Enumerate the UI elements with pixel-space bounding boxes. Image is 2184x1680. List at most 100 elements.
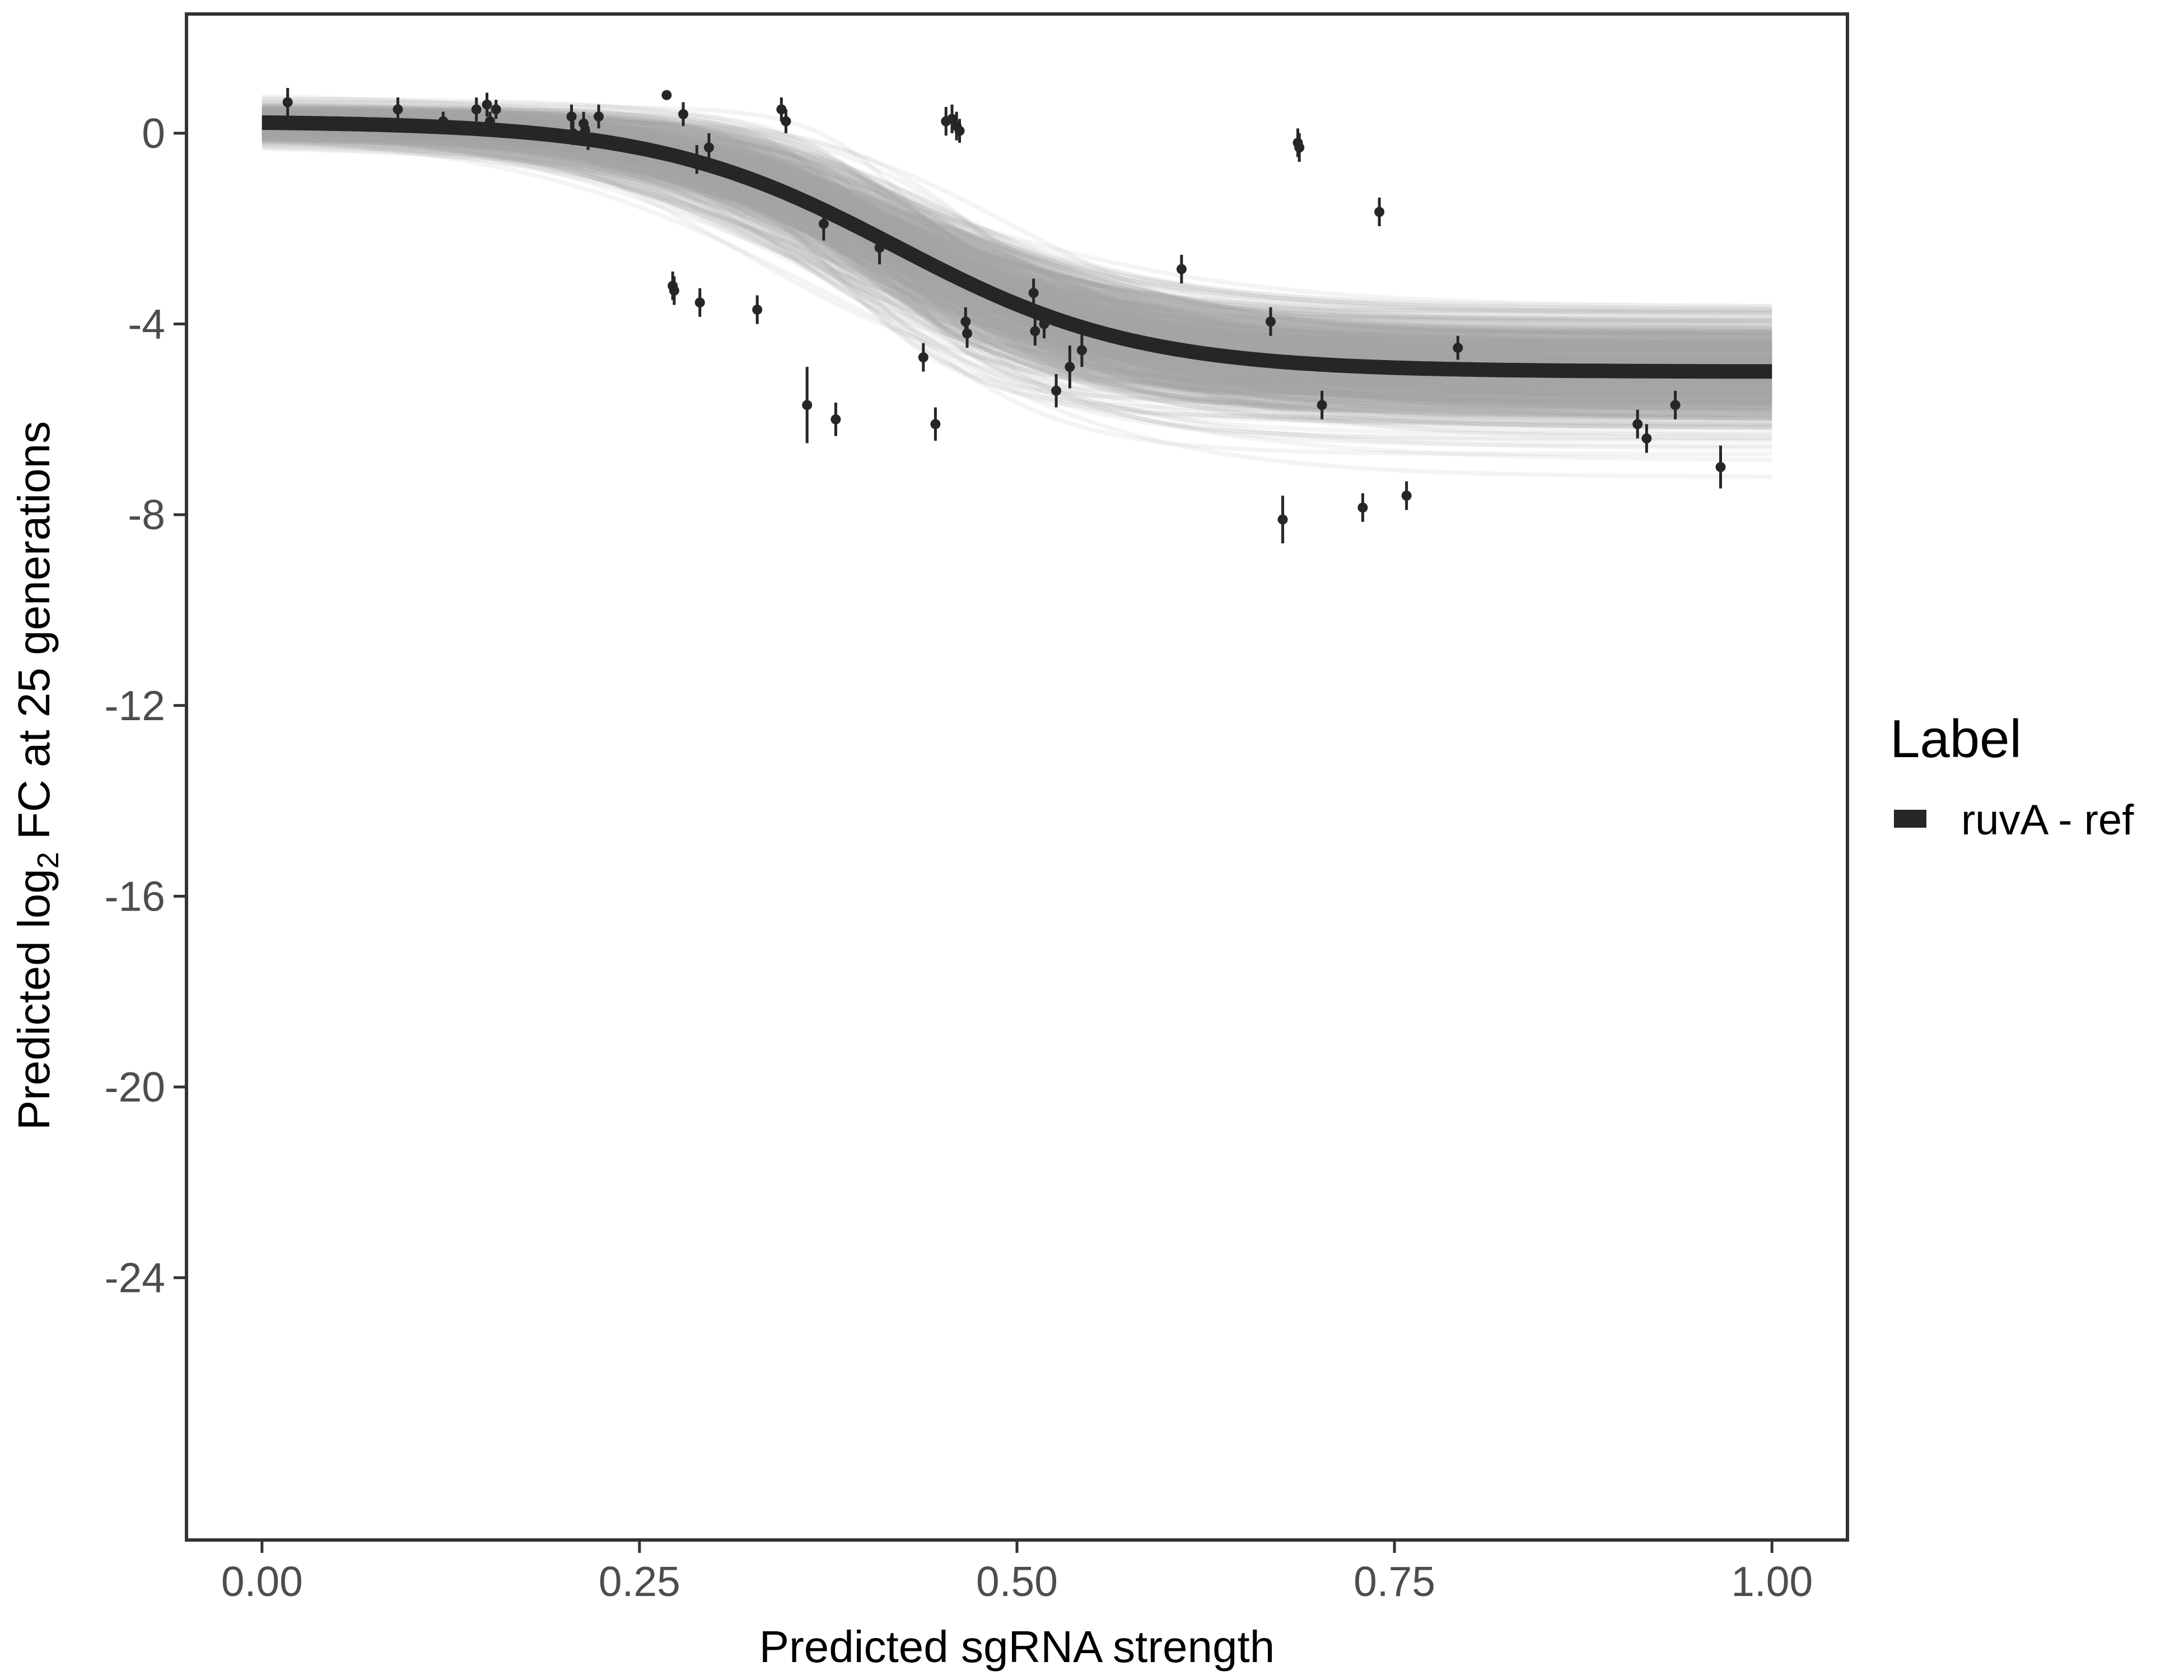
x-tick-label: 1.00 xyxy=(1731,1558,1813,1605)
posterior-sample-line xyxy=(262,108,1772,386)
posterior-sample-line xyxy=(262,138,1772,413)
data-point xyxy=(484,111,495,131)
data-point xyxy=(1265,307,1276,336)
posterior-sample-line xyxy=(262,133,1772,409)
posterior-sample-line xyxy=(262,122,1772,366)
point-marker xyxy=(471,104,482,115)
posterior-sample-line xyxy=(262,128,1772,403)
point-marker xyxy=(1401,491,1412,501)
posterior-sample-line xyxy=(262,108,1772,362)
data-point xyxy=(1277,496,1288,544)
posterior-sample-line xyxy=(262,127,1772,344)
point-marker xyxy=(1277,514,1288,525)
posterior-sample-line xyxy=(262,126,1772,370)
point-marker xyxy=(781,116,791,127)
posterior-sample-line xyxy=(262,124,1772,388)
posterior-sample-line xyxy=(262,123,1772,386)
posterior-sample-line xyxy=(262,115,1772,396)
y-axis-title-prefix: Predicted log xyxy=(9,869,59,1130)
posterior-sample-line xyxy=(262,129,1772,356)
legend-title: Label xyxy=(1890,709,2022,769)
posterior-sample-line xyxy=(262,137,1772,462)
observation-points xyxy=(282,87,1726,544)
point-marker xyxy=(678,109,689,119)
data-point xyxy=(1076,333,1087,367)
data-point xyxy=(1641,424,1652,453)
data-point xyxy=(830,403,841,436)
posterior-sample-line xyxy=(262,136,1772,364)
data-point xyxy=(1374,197,1385,226)
posterior-sample-line xyxy=(262,140,1772,383)
posterior-sample-line xyxy=(262,134,1772,348)
posterior-sample-line xyxy=(262,111,1772,410)
posterior-sample-line xyxy=(262,130,1772,353)
posterior-sample-line xyxy=(262,125,1772,360)
posterior-sample-line xyxy=(262,124,1772,408)
posterior-sample-line xyxy=(262,127,1772,365)
posterior-sample-line xyxy=(262,111,1772,352)
x-tick-label: 0.25 xyxy=(599,1558,680,1605)
posterior-sample-line xyxy=(262,131,1772,405)
posterior-sample-line xyxy=(262,125,1772,351)
data-point xyxy=(954,119,965,143)
posterior-sample-line xyxy=(262,136,1772,394)
posterior-sample-line xyxy=(262,122,1772,382)
posterior-sample-line xyxy=(262,132,1772,448)
posterior-sample-line xyxy=(262,110,1772,354)
point-marker xyxy=(694,297,705,308)
data-point xyxy=(568,121,578,146)
posterior-sample-line xyxy=(262,110,1772,358)
data-point xyxy=(694,288,705,317)
data-point xyxy=(282,87,293,117)
y-tick-label: -16 xyxy=(105,872,165,920)
plot-frame xyxy=(185,12,1849,1542)
point-marker xyxy=(1715,461,1726,472)
posterior-sample-line xyxy=(262,119,1772,417)
posterior-sample-line xyxy=(262,110,1772,414)
posterior-sample-line xyxy=(262,136,1772,346)
data-point xyxy=(438,111,449,131)
posterior-sample-line xyxy=(262,105,1772,347)
posterior-sample-line xyxy=(262,124,1772,349)
posterior-sample-line xyxy=(262,128,1772,326)
posterior-sample-line xyxy=(262,113,1772,352)
point-marker xyxy=(484,116,495,127)
posterior-sample-line xyxy=(262,107,1772,349)
point-marker xyxy=(954,125,965,136)
posterior-sample-line xyxy=(262,105,1772,333)
posterior-sample-line xyxy=(262,127,1772,323)
posterior-sample-line xyxy=(262,134,1772,315)
posterior-sample-line xyxy=(262,108,1772,389)
posterior-sample-line xyxy=(262,116,1772,313)
point-marker xyxy=(566,111,577,122)
posterior-sample-line xyxy=(262,110,1772,340)
posterior-sample-line xyxy=(262,128,1772,362)
posterior-sample-line xyxy=(262,102,1772,353)
data-point xyxy=(482,92,492,117)
posterior-sample-line xyxy=(262,107,1772,335)
point-marker xyxy=(960,316,971,327)
posterior-sample-line xyxy=(262,114,1772,337)
posterior-sample-line xyxy=(262,114,1772,382)
posterior-sample-line xyxy=(262,129,1772,362)
data-point xyxy=(1401,481,1412,510)
posterior-sample-line xyxy=(262,125,1772,335)
data-point xyxy=(776,97,787,122)
posterior-sample-line xyxy=(262,122,1772,403)
posterior-sample-line xyxy=(262,128,1772,479)
posterior-sample-line xyxy=(262,120,1772,404)
data-point xyxy=(1317,390,1327,419)
posterior-sample-line xyxy=(262,134,1772,360)
posterior-sample-line xyxy=(262,111,1772,406)
posterior-sample-line xyxy=(262,97,1772,402)
data-point xyxy=(752,295,763,324)
posterior-sample-line xyxy=(262,115,1772,388)
point-marker xyxy=(661,90,672,100)
legend-label-ruva-ref: ruvA - ref xyxy=(1961,796,2134,844)
data-point xyxy=(692,145,702,174)
posterior-sample-line xyxy=(262,116,1772,390)
posterior-sample-line xyxy=(262,137,1772,419)
posterior-sample-line xyxy=(262,137,1772,393)
posterior-sample-line xyxy=(262,122,1772,366)
posterior-sample-line xyxy=(262,106,1772,338)
